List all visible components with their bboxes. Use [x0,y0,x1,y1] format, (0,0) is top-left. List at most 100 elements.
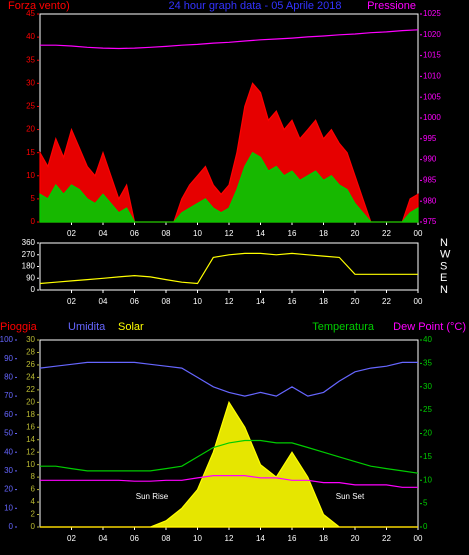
legend-label: Temperatura [312,321,375,333]
direction-label: S [440,260,447,272]
x-tick-label: 02 [67,534,76,543]
legend-label: Solar [118,321,144,333]
y-tick-label: 1015 [423,51,441,60]
legend-label: Umidita [68,321,106,333]
y-tick-label: 35 [423,358,432,367]
x-tick-label: 06 [130,534,139,543]
y-tick-label: 0 [9,522,14,531]
x-tick-label: 20 [351,229,360,238]
x-tick-label: 18 [319,229,328,238]
legend-label: Pioggia [0,321,38,333]
direction-label: W [440,249,451,261]
y-tick-label: 30 [4,466,13,475]
y-tick-label: 1020 [423,30,441,39]
x-tick-label: 16 [288,229,297,238]
x-tick-label: 16 [288,297,297,306]
y-tick-label: 10 [26,460,35,469]
y-tick-label: 24 [26,373,35,382]
y-tick-label: 0 [31,217,36,226]
x-tick-label: 22 [382,229,391,238]
x-tick-label: 12 [225,229,234,238]
y-tick-label: 28 [26,348,35,357]
y-tick-label: 20 [4,485,13,494]
series-line [40,29,419,50]
x-tick-label: 22 [382,534,391,543]
y-tick-label: 990 [423,155,437,164]
x-tick-label: 14 [256,229,265,238]
y-tick-label: 20 [26,125,35,134]
direction-label: E [440,272,447,284]
y-tick-label: 0 [31,522,36,531]
x-tick-label: 02 [67,229,76,238]
y-tick-label: 40 [4,447,13,456]
x-tick-label: 06 [130,297,139,306]
x-tick-label: 04 [99,534,108,543]
x-tick-label: 06 [130,229,139,238]
y-tick-label: 1000 [423,113,441,122]
y-tick-label: 20 [26,397,35,406]
y-tick-label: 15 [26,148,35,157]
y-tick-label: 26 [26,360,35,369]
y-tick-label: 5 [31,194,36,203]
y-tick-label: 2 [31,510,36,519]
y-tick-label: 4 [31,497,36,506]
y-tick-label: 25 [26,102,35,111]
x-tick-label: 00 [414,297,423,306]
series-line [40,475,418,488]
x-tick-label: 10 [193,229,202,238]
y-tick-label: 25 [423,405,432,414]
y-tick-label: 60 [4,410,13,419]
y-tick-label: 10 [4,503,13,512]
y-tick-label: 980 [423,196,437,205]
y-tick-label: 22 [26,385,35,394]
y-tick-label: 90 [4,354,13,363]
y-tick-label: 18 [26,410,35,419]
y-tick-label: 80 [4,373,13,382]
y-tick-label: 0 [31,285,36,294]
pressure-label: Pressione [367,0,416,12]
x-tick-label: 22 [382,297,391,306]
series-area [39,151,419,223]
x-tick-label: 08 [162,534,171,543]
y-tick-label: 0 [423,522,428,531]
y-tick-label: 270 [22,250,36,259]
x-tick-label: 12 [225,534,234,543]
y-tick-label: 995 [423,134,437,143]
y-tick-label: 10 [26,171,35,180]
x-tick-label: 14 [256,297,265,306]
y-tick-label: 975 [423,217,437,226]
direction-label: N [440,237,448,249]
y-tick-label: 8 [31,472,36,481]
y-tick-label: 10 [423,475,432,484]
y-tick-label: 30 [26,78,35,87]
series-line [39,361,418,397]
y-tick-label: 30 [26,335,35,344]
y-tick-label: 6 [31,485,36,494]
y-tick-label: 90 [26,273,35,282]
x-tick-label: 16 [288,534,297,543]
annotation: Sun Set [336,492,365,501]
x-tick-label: 18 [319,297,328,306]
y-tick-label: 1025 [423,9,441,18]
y-tick-label: 30 [423,382,432,391]
y-tick-label: 50 [4,429,13,438]
series-area [40,400,418,528]
y-tick-label: 20 [423,429,432,438]
y-tick-label: 1010 [423,72,441,81]
y-tick-label: 985 [423,176,437,185]
x-tick-label: 18 [319,534,328,543]
x-tick-label: 00 [414,534,423,543]
x-tick-label: 10 [193,297,202,306]
y-tick-label: 16 [26,422,35,431]
direction-label: N [440,284,448,296]
x-tick-label: 04 [99,229,108,238]
wind-label: Forza vento) [8,0,70,12]
series-line [40,439,419,474]
y-tick-label: 40 [26,32,35,41]
x-tick-label: 14 [256,534,265,543]
y-tick-label: 180 [22,262,36,271]
y-tick-label: 40 [423,335,432,344]
y-tick-label: 12 [26,447,35,456]
y-tick-label: 360 [22,238,36,247]
